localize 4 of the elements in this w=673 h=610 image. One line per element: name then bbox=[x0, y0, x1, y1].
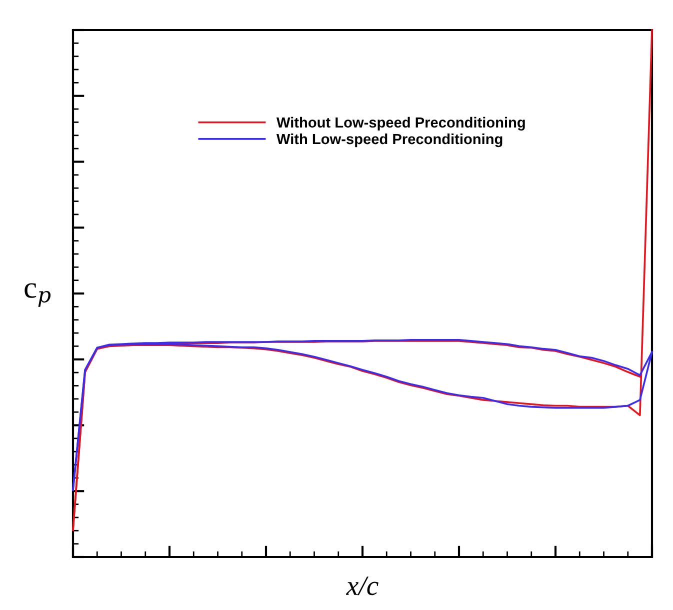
y-axis-title: c$_{p}$ bbox=[24, 283, 51, 307]
x-axis-title: x/c bbox=[346, 576, 378, 596]
legend-label: Without Low-speed Preconditioning bbox=[276, 116, 525, 131]
legend-label: With Low-speed Preconditioning bbox=[276, 133, 502, 148]
